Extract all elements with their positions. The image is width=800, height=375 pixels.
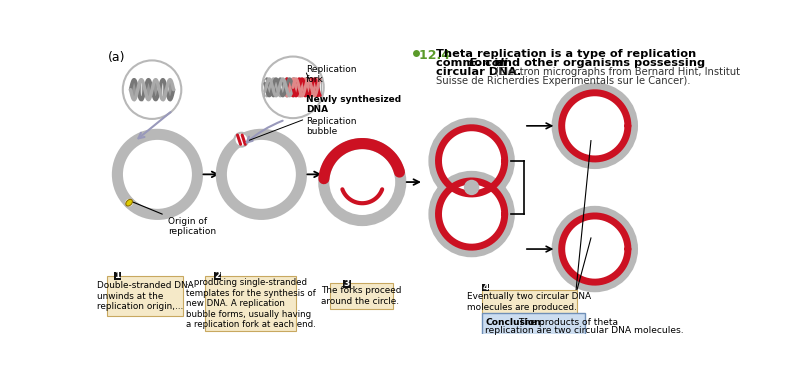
Text: and other organisms possessing: and other organisms possessing bbox=[492, 58, 705, 68]
Circle shape bbox=[558, 89, 632, 163]
Text: 2: 2 bbox=[214, 272, 221, 280]
FancyBboxPatch shape bbox=[214, 272, 222, 280]
Circle shape bbox=[122, 60, 182, 119]
FancyBboxPatch shape bbox=[114, 272, 122, 280]
Text: 4: 4 bbox=[482, 283, 489, 292]
Text: Eventually two circular DNA
molecules are produced.: Eventually two circular DNA molecules ar… bbox=[467, 292, 591, 312]
Text: (Electron micrographs from Bernard Hint, Institut: (Electron micrographs from Bernard Hint,… bbox=[492, 68, 740, 77]
Circle shape bbox=[464, 180, 479, 195]
Circle shape bbox=[234, 133, 248, 147]
Text: The products of theta: The products of theta bbox=[516, 318, 618, 327]
Circle shape bbox=[434, 124, 509, 198]
Circle shape bbox=[558, 212, 632, 286]
Text: 3: 3 bbox=[344, 279, 350, 288]
Circle shape bbox=[434, 177, 509, 251]
FancyBboxPatch shape bbox=[482, 290, 577, 314]
Text: Newly synthesized
DNA: Newly synthesized DNA bbox=[306, 95, 401, 114]
FancyBboxPatch shape bbox=[482, 284, 490, 291]
Text: Replication
fork: Replication fork bbox=[306, 65, 357, 84]
Text: 1: 1 bbox=[114, 272, 121, 280]
Text: Origin of
replication: Origin of replication bbox=[134, 202, 216, 236]
Circle shape bbox=[125, 198, 134, 207]
Text: common in: common in bbox=[436, 58, 510, 68]
Text: ...producing single-stranded
templates for the synthesis of
new DNA. A replicati: ...producing single-stranded templates f… bbox=[186, 278, 315, 329]
Text: Theta replication is a type of replication: Theta replication is a type of replicati… bbox=[436, 49, 697, 59]
Text: circular DNA.: circular DNA. bbox=[436, 68, 522, 77]
FancyBboxPatch shape bbox=[343, 280, 350, 288]
Text: 12.4: 12.4 bbox=[419, 49, 454, 62]
Text: Replication
bubble: Replication bubble bbox=[306, 117, 357, 136]
Text: replication are two circular DNA molecules.: replication are two circular DNA molecul… bbox=[486, 326, 684, 335]
Ellipse shape bbox=[126, 200, 133, 206]
Text: Double-stranded DNA
unwinds at the
replication origin,...: Double-stranded DNA unwinds at the repli… bbox=[97, 281, 194, 311]
Text: Conclusion:: Conclusion: bbox=[486, 318, 545, 327]
FancyBboxPatch shape bbox=[482, 313, 585, 342]
Text: E. coli: E. coli bbox=[469, 58, 507, 68]
FancyBboxPatch shape bbox=[205, 276, 296, 331]
Text: The forks proceed
around the circle.: The forks proceed around the circle. bbox=[322, 286, 402, 306]
Text: (a): (a) bbox=[107, 51, 125, 64]
FancyBboxPatch shape bbox=[330, 284, 393, 309]
Circle shape bbox=[262, 57, 324, 118]
FancyBboxPatch shape bbox=[107, 276, 183, 316]
Text: Suisse de Richerdies Experimentals sur le Cancer).: Suisse de Richerdies Experimentals sur l… bbox=[436, 76, 690, 86]
